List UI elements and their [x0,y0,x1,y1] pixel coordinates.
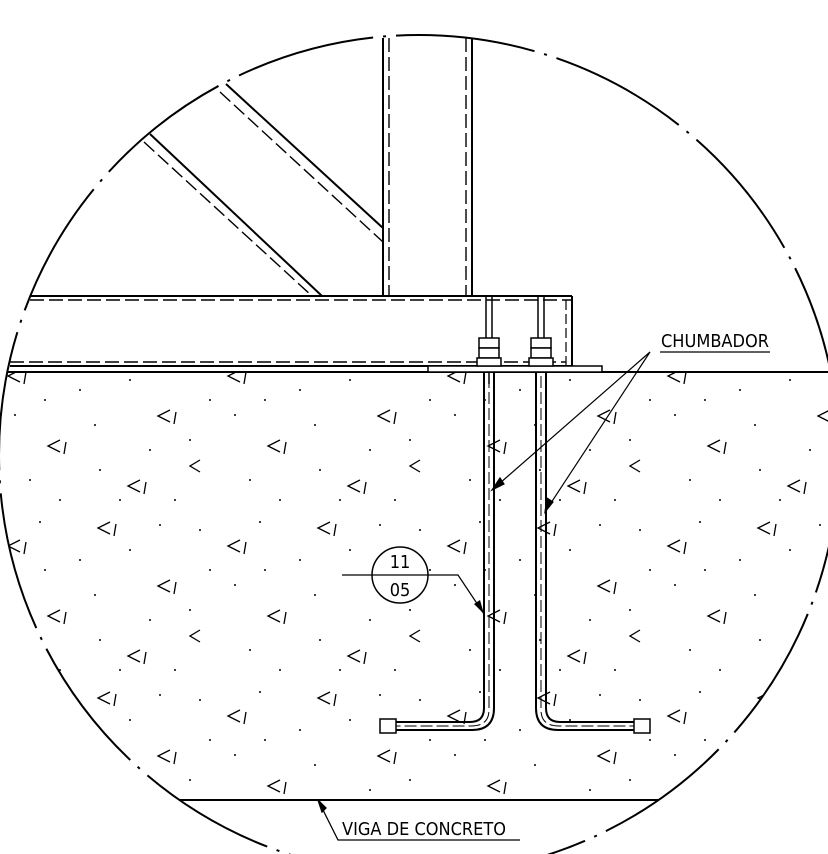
anchor-bolt-right [528,296,651,734]
sheet-number: 05 [390,580,411,601]
diagonal-brace [143,83,384,297]
beam-leader [317,799,520,841]
detail-boundary-circle [0,34,828,854]
detail-number: 11 [390,552,411,573]
detail-reference: 11 05 [342,546,485,615]
base-plate [427,365,603,373]
anchor-label: CHUMBADOR [661,331,769,352]
steel-column [382,38,473,296]
anchor-leaders [490,351,770,515]
anchor-bolt-left [379,296,502,734]
beam-label: VIGA DE CONCRETO [342,819,506,840]
